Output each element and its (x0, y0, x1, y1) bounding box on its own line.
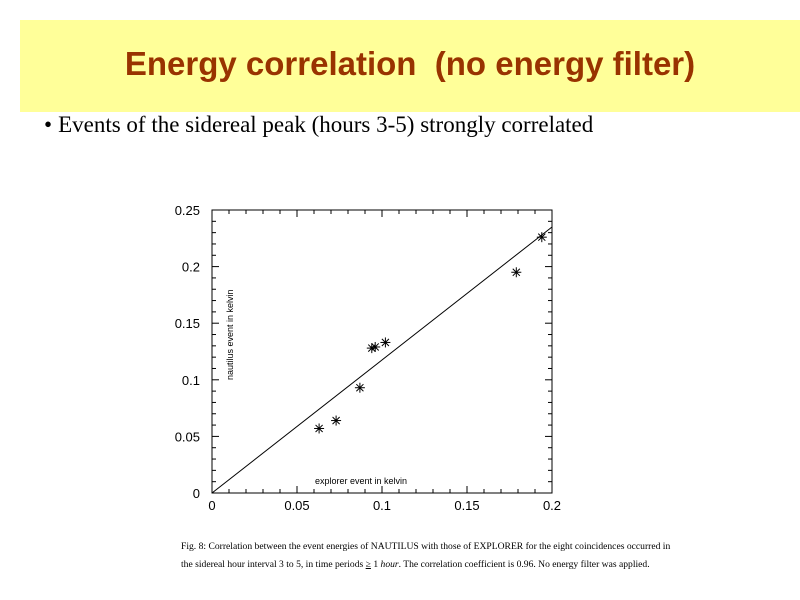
caption-line-1: Fig. 8: Correlation between the event en… (181, 541, 671, 552)
caption-hour-unit: hour (380, 559, 399, 570)
bullet-item: • Events of the sidereal peak (hours 3-5)… (44, 112, 593, 138)
slide-title: Energy correlation (no energy filter) (124, 45, 696, 82)
x-axis-title: explorer event in kelvin (315, 476, 407, 486)
scatter-chart: 0 0.05 0.1 0.15 0.2 0 0.05 0.1 0.15 0.2 0.25 explo… (175, 203, 561, 513)
data-point-marker (370, 341, 381, 352)
data-point-marker (314, 423, 325, 434)
data-point-marker (380, 337, 391, 348)
y-axis-title: nautilus event in kelvin (225, 289, 235, 380)
title-band (20, 20, 800, 112)
x-tick-label: 0.1 (373, 498, 391, 513)
data-point-marker (536, 232, 547, 243)
x-tick-label: 0.05 (284, 498, 309, 513)
bullet-text: Events of the sidereal peak (hours 3-5) … (58, 112, 594, 137)
plot-frame (211, 209, 553, 494)
data-points (314, 232, 547, 434)
x-tick-label: 0.2 (543, 498, 561, 513)
data-point-marker (354, 382, 365, 393)
bullet-dot-icon: • (44, 112, 53, 137)
caption-line-2-start: the sidereal hour interval 3 to 5, in ti… (181, 559, 364, 570)
caption-hour-value: 1 (373, 559, 379, 570)
y-tick-label: 0.1 (182, 373, 200, 388)
y-tick-label: 0.2 (182, 260, 200, 275)
tick-marks (211, 209, 553, 494)
fit-line (211, 226, 553, 494)
data-point-marker (331, 415, 342, 426)
x-tick-label: 0 (208, 498, 215, 513)
caption-line-2: the sidereal hour interval 3 to 5, in ti… (181, 556, 650, 574)
y-tick-label: 0.05 (175, 429, 200, 444)
caption-geq-symbol: ≥ (365, 559, 371, 570)
y-tick-label: 0.15 (175, 316, 200, 331)
x-tick-label: 0.15 (454, 498, 479, 513)
y-tick-label: 0.25 (175, 203, 200, 218)
y-tick-label: 0 (193, 486, 200, 501)
data-point-marker (511, 267, 522, 278)
tick-labels: 0 0.05 0.1 0.15 0.2 0 0.05 0.1 0.15 0.2 0.25 (175, 203, 561, 513)
caption-line-2-end: . The correlation coefficient is 0.96. N… (398, 559, 650, 570)
figure-caption: Fig. 8: Correlation between the event en… (181, 538, 671, 574)
